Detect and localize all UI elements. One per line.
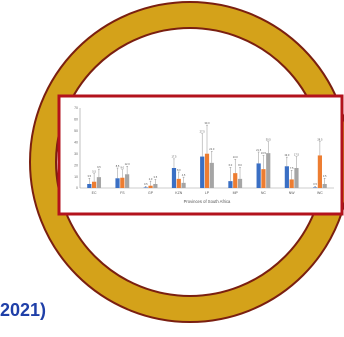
chart-bar (115, 178, 120, 188)
chart-bar (87, 184, 92, 188)
chart-bar (204, 153, 210, 188)
chart-bar (209, 162, 214, 188)
chart-bar (143, 187, 148, 188)
data-label: 4.5 (182, 173, 186, 177)
chart-bar (92, 181, 97, 188)
data-label: 17.5 (171, 155, 177, 159)
data-label: 3.5 (88, 174, 92, 178)
data-label: 19.0 (284, 153, 290, 157)
data-label: 13.0 (233, 155, 239, 159)
chart-bar (120, 177, 125, 188)
chart-bar (148, 185, 153, 188)
data-label: 7.5 (290, 166, 294, 170)
chart-bar (153, 184, 158, 188)
data-label: 8.5 (116, 164, 120, 168)
chart-bar (176, 178, 181, 188)
x-tick-label: EC (92, 191, 97, 195)
data-label: 28.5 (317, 138, 323, 142)
chart-bar (322, 184, 327, 188)
chart-bar (96, 177, 102, 188)
data-label: 3.5 (323, 174, 327, 178)
x-tick-label: WC (317, 191, 323, 195)
data-label: 2.0 (149, 177, 153, 181)
x-tick-label: KZN (175, 191, 182, 195)
data-label: 30.0 (204, 121, 210, 125)
y-tick-label: 10 (74, 175, 78, 179)
data-label: 12.0 (125, 162, 131, 166)
data-label: 5.5 (92, 170, 96, 174)
y-tick-label: 50 (74, 129, 78, 133)
x-axis-label: Provinces of South Africa (184, 199, 231, 204)
chart-bar (289, 179, 294, 188)
chart-bar (233, 173, 238, 188)
data-label: 8.0 (177, 168, 181, 172)
y-tick-label: 30 (74, 152, 78, 156)
data-label: 3.5 (154, 175, 158, 179)
y-tick-label: 40 (74, 140, 78, 144)
chart-bar (256, 163, 261, 188)
y-tick-labels: 0 10 20 30 40 50 60 70 (74, 106, 78, 190)
chart-bar (294, 168, 299, 188)
x-tick-label: LP (205, 191, 210, 195)
data-label: 16.5 (261, 151, 267, 155)
data-label: 9.5 (97, 165, 101, 169)
x-tick-label: MP (233, 191, 239, 195)
data-label: 21.5 (256, 148, 262, 152)
data-label: 9.0 (121, 166, 125, 170)
y-tick-label: 60 (74, 118, 78, 122)
chart-bar (317, 155, 322, 188)
chart-bar (312, 187, 318, 188)
data-label: 30.5 (266, 138, 272, 142)
bar-series: 3.55.59.5 8.59.012.00.52.03.517.58.04.527… (87, 121, 327, 188)
data-label: 22.0 (209, 147, 215, 151)
chart-bar (171, 168, 177, 188)
data-label: 6.0 (229, 163, 233, 167)
x-tick-label: GP (148, 191, 154, 195)
chart-bar (200, 156, 205, 188)
chart-bar (237, 178, 243, 188)
chart-bar (261, 169, 266, 188)
chart-frame (57, 94, 344, 216)
data-label: 17.5 (294, 152, 300, 156)
chart-bar (228, 181, 233, 188)
data-label: 0.5 (313, 182, 317, 186)
y-tick-label: 70 (74, 106, 78, 110)
ring-outer-edge (29, 1, 344, 323)
data-label: 27.5 (200, 130, 206, 134)
data-label: 0.5 (144, 182, 148, 186)
citation-year: 2021) (0, 300, 47, 320)
y-tick-label: 20 (74, 163, 78, 167)
y-tick-label: 0 (76, 186, 78, 190)
x-tick-label: NW (289, 191, 296, 195)
data-label: 8.0 (238, 163, 242, 167)
x-tick-label: FS (120, 191, 125, 195)
x-tick-label: NC (261, 191, 267, 195)
chart-bar (284, 166, 289, 188)
chart-bar (125, 174, 130, 188)
x-tick-labels: EC FS GP KZN LP MP NC NW WC (92, 191, 324, 195)
chart-bar (266, 153, 271, 188)
chart-bar (181, 182, 186, 188)
